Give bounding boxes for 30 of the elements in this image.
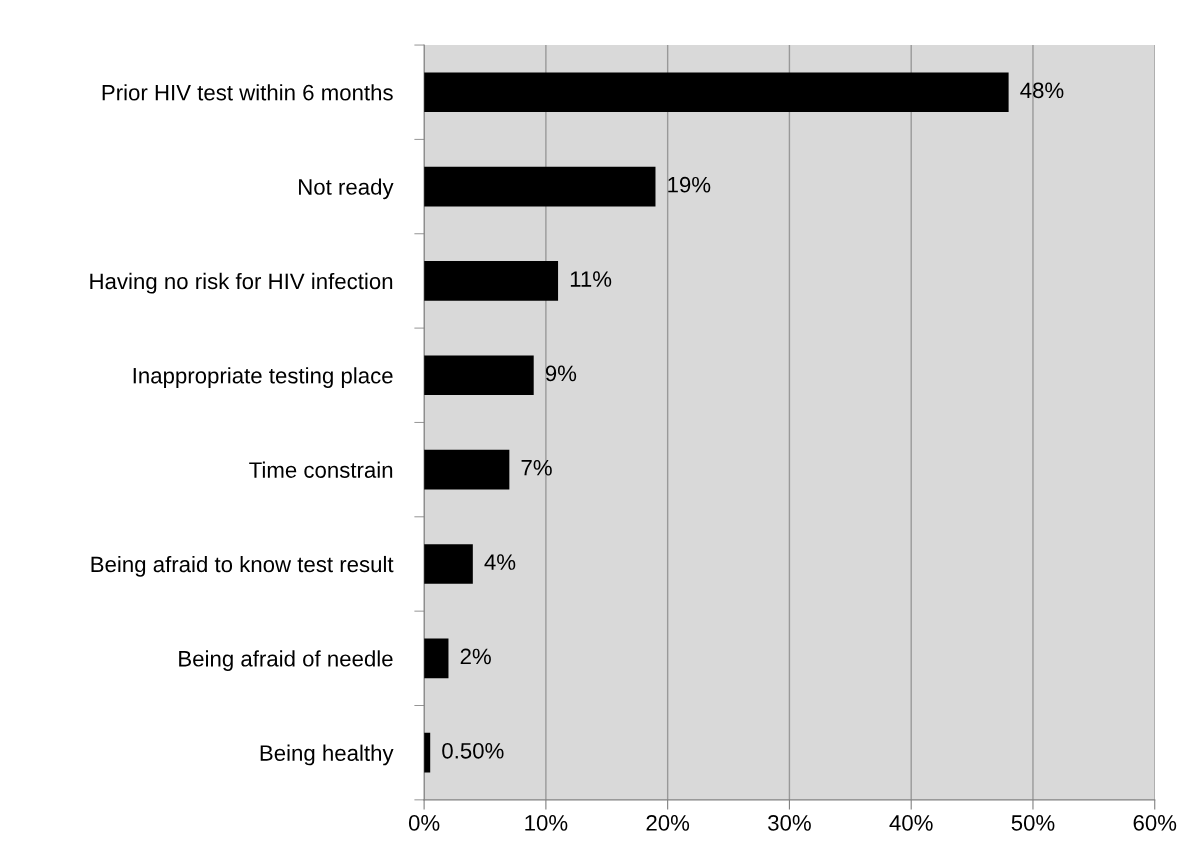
- y-tick-label: Being healthy: [260, 744, 394, 766]
- data-label: 0.50%: [442, 742, 504, 759]
- y-tick-label: Not ready: [299, 178, 394, 200]
- x-tick-label: 30%: [768, 815, 811, 831]
- x-tick-label: 0%: [408, 815, 440, 831]
- x-tick-label: 10%: [525, 815, 568, 831]
- data-label: 48%: [1020, 82, 1064, 99]
- y-tick-label: Prior HIV test within 6 months: [102, 84, 393, 101]
- x-tick-label: 20%: [646, 815, 690, 831]
- bar: [424, 544, 473, 584]
- data-label: 11%: [570, 271, 612, 287]
- y-tick-label: Time constrain: [249, 461, 393, 478]
- bar: [424, 166, 656, 207]
- data-label: 7%: [521, 459, 552, 476]
- bar: [424, 355, 534, 396]
- y-tick-label: Being afraid to know test result: [91, 555, 394, 577]
- y-tick-label: Having no risk for HIV infection: [90, 272, 393, 294]
- data-label: 19%: [668, 176, 711, 193]
- x-tick-label: 40%: [889, 815, 933, 831]
- y-tick-label: Inappropriate testing place: [133, 367, 393, 388]
- bar: [424, 449, 510, 490]
- data-label: 9%: [545, 365, 577, 382]
- x-tick-label: 60%: [1133, 815, 1177, 831]
- bar: [424, 638, 449, 679]
- bar: [424, 72, 1009, 113]
- bar: [424, 261, 559, 301]
- y-tick-label: Being afraid of needle: [179, 650, 393, 671]
- data-label: 2%: [460, 648, 491, 665]
- x-tick-label: 50%: [1011, 815, 1055, 831]
- data-label: 4%: [484, 554, 516, 570]
